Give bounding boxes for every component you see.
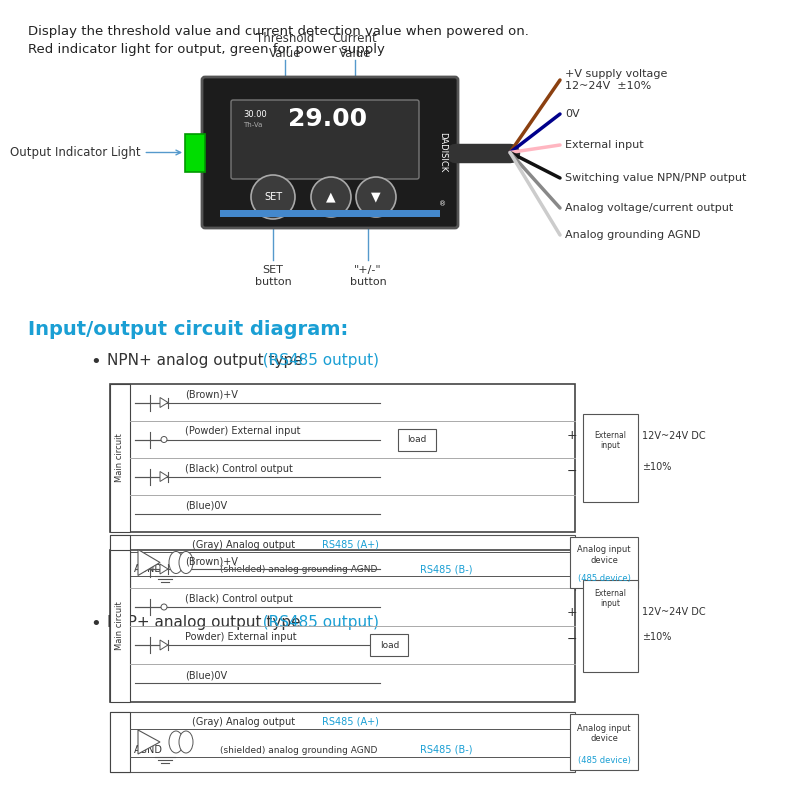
- FancyBboxPatch shape: [202, 77, 458, 228]
- Text: AGND: AGND: [134, 564, 163, 574]
- Text: Output Indicator Light: Output Indicator Light: [10, 146, 181, 159]
- Text: Analog input
device: Analog input device: [578, 545, 630, 565]
- Text: +V supply voltage
12~24V  ±10%: +V supply voltage 12~24V ±10%: [565, 70, 667, 90]
- Text: +: +: [566, 606, 577, 619]
- Text: (RS485 output): (RS485 output): [253, 615, 379, 630]
- Text: (485 device): (485 device): [578, 574, 630, 583]
- Bar: [110, 712, 130, 772]
- Text: Display the threshold value and current detection value when powered on.: Display the threshold value and current …: [28, 25, 529, 38]
- Text: (Powder) External input: (Powder) External input: [185, 426, 301, 437]
- FancyBboxPatch shape: [231, 100, 419, 179]
- Text: −: −: [566, 465, 577, 478]
- Text: 29.00: 29.00: [288, 107, 367, 131]
- Text: 0V: 0V: [565, 109, 580, 119]
- Text: Main circuit: Main circuit: [115, 434, 125, 482]
- Ellipse shape: [179, 731, 193, 753]
- Text: •: •: [90, 615, 101, 633]
- Text: ▲: ▲: [326, 190, 336, 203]
- Text: Main circuit: Main circuit: [115, 602, 125, 650]
- Text: Threshold
Value: Threshold Value: [256, 32, 314, 60]
- Text: Red indicator light for output, green for power supply: Red indicator light for output, green fo…: [28, 43, 385, 56]
- Bar: [370, 634, 409, 656]
- Bar: [110, 535, 130, 590]
- Text: −: −: [566, 633, 577, 646]
- Bar: [110, 384, 575, 532]
- Text: (Blue)0V: (Blue)0V: [185, 501, 227, 510]
- Text: "+/-"
button: "+/-" button: [350, 265, 386, 286]
- Polygon shape: [160, 640, 168, 650]
- Text: External
input: External input: [594, 430, 626, 450]
- Text: (Black) Control output: (Black) Control output: [185, 463, 293, 474]
- Bar: [570, 714, 638, 770]
- Text: SET
button: SET button: [254, 265, 291, 286]
- Bar: [110, 384, 130, 532]
- Polygon shape: [160, 471, 168, 482]
- Polygon shape: [138, 550, 160, 575]
- Text: RS485 (B-): RS485 (B-): [420, 745, 473, 755]
- Ellipse shape: [179, 551, 193, 574]
- Polygon shape: [160, 398, 168, 407]
- Text: ®: ®: [439, 201, 446, 207]
- Bar: [110, 712, 575, 772]
- Text: Th-Va: Th-Va: [243, 122, 262, 128]
- Text: RS485 (B-): RS485 (B-): [420, 564, 473, 574]
- Text: Current
Value: Current Value: [333, 32, 378, 60]
- Text: AGND: AGND: [134, 745, 163, 755]
- Text: (Blue)0V: (Blue)0V: [185, 670, 227, 680]
- Circle shape: [161, 437, 167, 442]
- Polygon shape: [160, 564, 168, 574]
- Bar: [110, 550, 575, 702]
- Text: (Gray) Analog output: (Gray) Analog output: [192, 539, 295, 550]
- Bar: [110, 550, 130, 702]
- Text: (Gray) Analog output: (Gray) Analog output: [192, 717, 295, 726]
- Circle shape: [356, 177, 396, 217]
- Text: •: •: [90, 353, 101, 371]
- Text: Switching value NPN/PNP output: Switching value NPN/PNP output: [565, 173, 746, 183]
- Text: Analog input
device: Analog input device: [578, 724, 630, 743]
- Text: 12V~24V DC: 12V~24V DC: [642, 430, 706, 441]
- Text: DADISICK: DADISICK: [438, 132, 447, 173]
- Text: NPN+ analog output type: NPN+ analog output type: [107, 353, 302, 368]
- Text: (Black) Control output: (Black) Control output: [185, 594, 293, 604]
- Bar: [185, 134, 205, 171]
- Text: Analog grounding AGND: Analog grounding AGND: [565, 230, 701, 240]
- Bar: [570, 537, 638, 588]
- Text: (shielded) analog grounding AGND: (shielded) analog grounding AGND: [220, 566, 378, 574]
- Text: 12V~24V DC: 12V~24V DC: [642, 607, 706, 618]
- Text: load: load: [380, 641, 399, 650]
- Text: RS485 (A+): RS485 (A+): [322, 717, 379, 726]
- Text: load: load: [408, 435, 427, 444]
- Bar: [398, 429, 436, 450]
- Circle shape: [311, 177, 351, 217]
- Text: Analog voltage/current output: Analog voltage/current output: [565, 203, 734, 213]
- Circle shape: [251, 175, 295, 219]
- Text: PNP+ analog output type: PNP+ analog output type: [107, 615, 301, 630]
- Text: SET: SET: [264, 192, 282, 202]
- Text: +: +: [566, 430, 577, 442]
- Text: Input/output circuit diagram:: Input/output circuit diagram:: [28, 320, 348, 339]
- Text: 30.00: 30.00: [243, 110, 266, 119]
- Text: External input: External input: [565, 140, 644, 150]
- Ellipse shape: [169, 731, 183, 753]
- Text: (Brown)+V: (Brown)+V: [185, 390, 238, 399]
- Bar: [220, 210, 440, 217]
- Text: ±10%: ±10%: [642, 632, 671, 642]
- Text: RS485 (A+): RS485 (A+): [322, 539, 379, 550]
- Text: (RS485 output): (RS485 output): [253, 353, 379, 368]
- Bar: [110, 535, 575, 590]
- Text: Powder) External input: Powder) External input: [185, 632, 297, 642]
- Text: (485 device): (485 device): [578, 756, 630, 765]
- Polygon shape: [138, 730, 160, 754]
- Text: (Brown)+V: (Brown)+V: [185, 556, 238, 566]
- Ellipse shape: [169, 551, 183, 574]
- Text: ▼: ▼: [371, 190, 381, 203]
- Bar: [583, 414, 638, 502]
- Text: External
input: External input: [594, 589, 626, 608]
- Bar: [583, 581, 638, 672]
- Circle shape: [161, 604, 167, 610]
- Text: ±10%: ±10%: [642, 462, 671, 472]
- Text: (shielded) analog grounding AGND: (shielded) analog grounding AGND: [220, 746, 378, 755]
